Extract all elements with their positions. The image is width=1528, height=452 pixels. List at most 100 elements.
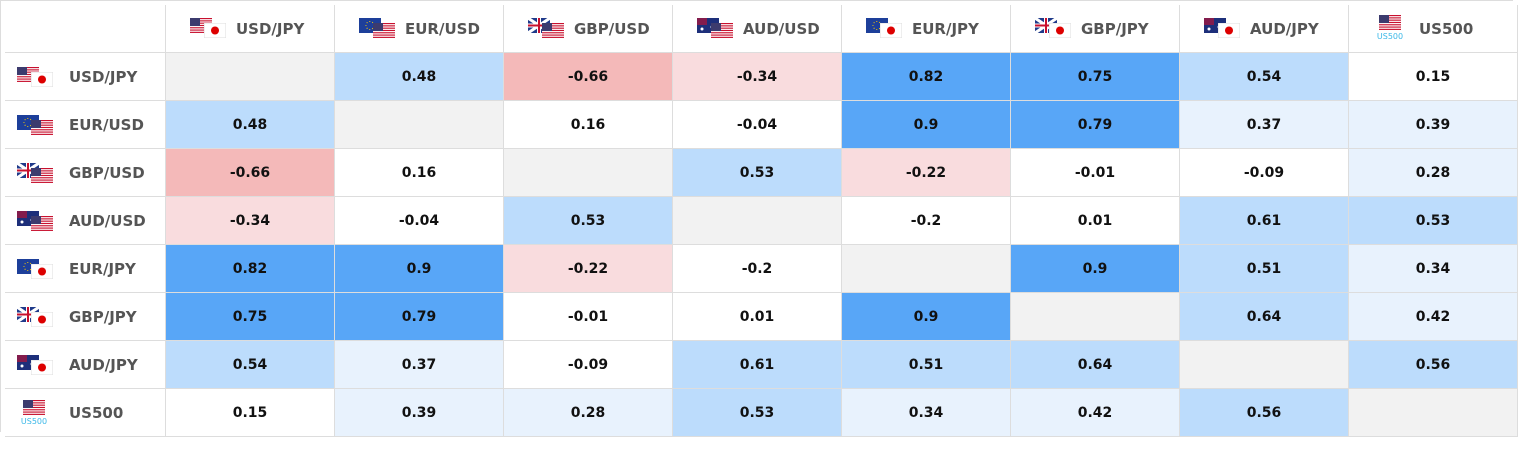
correlation-cell	[673, 197, 842, 245]
correlation-cell: -0.01	[504, 293, 673, 341]
correlation-cell: 0.79	[1011, 101, 1180, 149]
correlation-cell	[1349, 389, 1518, 437]
correlation-cell: 0.15	[166, 389, 335, 437]
column-header-label: EUR/JPY	[912, 20, 979, 38]
flag-icon	[31, 312, 53, 327]
correlation-cell	[1011, 293, 1180, 341]
row-header-label: USD/JPY	[69, 68, 138, 86]
column-header	[1011, 5, 1180, 53]
correlation-cell: 0.16	[335, 149, 504, 197]
correlation-cell: -0.04	[673, 101, 842, 149]
correlation-cell: 0.9	[335, 245, 504, 293]
correlation-cell: 0.61	[1180, 197, 1349, 245]
row-header-label: GBP/USD	[69, 164, 145, 182]
correlation-cell: -0.66	[166, 149, 335, 197]
correlation-cell	[1180, 341, 1349, 389]
corner-cell	[5, 5, 166, 53]
flag-icon	[31, 264, 53, 279]
correlation-cell: 0.42	[1011, 389, 1180, 437]
row-header-label: EUR/USD	[69, 116, 144, 134]
flag-icon	[373, 23, 395, 38]
correlation-cell: 0.01	[673, 293, 842, 341]
correlation-cell: 0.34	[842, 389, 1011, 437]
correlation-cell: -0.04	[335, 197, 504, 245]
correlation-cell: 0.9	[1011, 245, 1180, 293]
row-header	[5, 341, 166, 389]
correlation-cell: 0.28	[1349, 149, 1518, 197]
row-header-label: AUD/USD	[69, 212, 146, 230]
column-header-label: US500	[1419, 20, 1474, 38]
flag-icon	[31, 360, 53, 375]
row-header	[5, 101, 166, 149]
column-header-label: GBP/USD	[574, 20, 650, 38]
correlation-cell: 0.61	[673, 341, 842, 389]
flag-icon	[31, 168, 53, 183]
column-header	[166, 5, 335, 53]
correlation-cell: 0.64	[1180, 293, 1349, 341]
flag-icon	[1049, 23, 1071, 38]
correlation-cell: 0.53	[504, 197, 673, 245]
column-header	[673, 5, 842, 53]
column-header	[1349, 5, 1518, 53]
column-header-label: AUD/JPY	[1250, 20, 1319, 38]
column-header	[335, 5, 504, 53]
correlation-cell: 0.53	[1349, 197, 1518, 245]
correlation-cell: -0.34	[673, 53, 842, 101]
correlation-cell: 0.53	[673, 389, 842, 437]
icon-caption: US500	[1376, 32, 1404, 41]
correlation-cell: 0.82	[166, 245, 335, 293]
column-header	[1180, 5, 1349, 53]
correlation-cell: -0.01	[1011, 149, 1180, 197]
flag-icon	[1218, 23, 1240, 38]
table-frame	[0, 0, 1513, 432]
correlation-cell: -0.09	[504, 341, 673, 389]
flag-icon	[1035, 18, 1057, 33]
flag-icon	[1379, 15, 1401, 30]
correlation-cell: 0.75	[166, 293, 335, 341]
correlation-cell	[335, 101, 504, 149]
correlation-cell: 0.82	[842, 53, 1011, 101]
row-header	[5, 53, 166, 101]
row-header	[5, 245, 166, 293]
column-header	[842, 5, 1011, 53]
correlation-cell: 0.34	[1349, 245, 1518, 293]
correlation-cell: 0.75	[1011, 53, 1180, 101]
correlation-cell: -0.2	[842, 197, 1011, 245]
correlation-cell: 0.37	[335, 341, 504, 389]
row-header-label: US500	[69, 404, 124, 422]
flag-icon	[23, 400, 45, 415]
correlation-cell: 0.01	[1011, 197, 1180, 245]
flag-icon	[190, 18, 212, 33]
correlation-cell: -0.66	[504, 53, 673, 101]
correlation-cell: 0.51	[1180, 245, 1349, 293]
correlation-cell: 0.48	[166, 101, 335, 149]
correlation-cell: 0.51	[842, 341, 1011, 389]
correlation-cell: 0.9	[842, 293, 1011, 341]
correlation-cell: 0.9	[842, 101, 1011, 149]
row-header-label: AUD/JPY	[69, 356, 138, 374]
correlation-cell: -0.34	[166, 197, 335, 245]
correlation-cell: -0.09	[1180, 149, 1349, 197]
correlation-cell: -0.2	[673, 245, 842, 293]
correlation-cell	[842, 245, 1011, 293]
correlation-cell: 0.64	[1011, 341, 1180, 389]
column-header-label: GBP/JPY	[1081, 20, 1149, 38]
row-header-label: GBP/JPY	[69, 308, 137, 326]
correlation-cell: 0.39	[335, 389, 504, 437]
row-header-label: EUR/JPY	[69, 260, 136, 278]
flag-icon	[31, 72, 53, 87]
correlation-cell: 0.56	[1349, 341, 1518, 389]
row-header	[5, 389, 166, 437]
correlation-cell: 0.16	[504, 101, 673, 149]
correlation-cell: 0.39	[1349, 101, 1518, 149]
correlation-cell: 0.53	[673, 149, 842, 197]
flag-icon	[31, 216, 53, 231]
flag-icon	[31, 120, 53, 135]
row-header	[5, 197, 166, 245]
column-header	[504, 5, 673, 53]
correlation-cell: 0.37	[1180, 101, 1349, 149]
flag-icon	[542, 23, 564, 38]
correlation-cell: 0.56	[1180, 389, 1349, 437]
correlation-cell: -0.22	[842, 149, 1011, 197]
